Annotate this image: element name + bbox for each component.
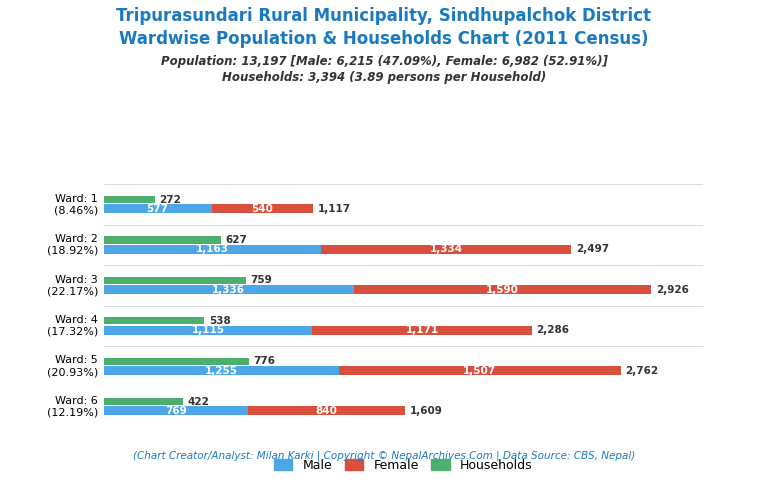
Text: 627: 627 — [226, 235, 247, 245]
Text: 1,336: 1,336 — [212, 284, 245, 295]
Text: 1,163: 1,163 — [196, 245, 229, 254]
Bar — [104, 326, 313, 335]
Text: 776: 776 — [253, 356, 276, 366]
Legend: Male, Female, Households: Male, Female, Households — [269, 454, 538, 477]
Bar — [104, 398, 183, 405]
Text: 1,171: 1,171 — [406, 325, 439, 335]
Text: 1,115: 1,115 — [191, 325, 224, 335]
Bar — [321, 245, 571, 254]
Text: 1,507: 1,507 — [463, 365, 496, 376]
Text: 1,117: 1,117 — [317, 204, 350, 214]
Text: 1,255: 1,255 — [204, 365, 237, 376]
Bar — [104, 236, 221, 244]
Bar — [104, 205, 212, 213]
Text: 840: 840 — [316, 406, 337, 416]
Text: 422: 422 — [187, 397, 209, 407]
Text: (Chart Creator/Analyst: Milan Karki | Copyright © NepalArchives.Com | Data Sourc: (Chart Creator/Analyst: Milan Karki | Co… — [133, 451, 635, 461]
Text: Population: 13,197 [Male: 6,215 (47.09%), Female: 6,982 (52.91%)]: Population: 13,197 [Male: 6,215 (47.09%)… — [161, 55, 607, 68]
Bar — [104, 407, 247, 416]
Bar — [104, 277, 246, 284]
Bar — [104, 317, 204, 324]
Bar — [104, 366, 339, 375]
Text: 1,334: 1,334 — [429, 245, 463, 254]
Bar — [212, 205, 313, 213]
Bar — [247, 407, 405, 416]
Bar — [104, 285, 354, 294]
Text: 2,762: 2,762 — [625, 365, 658, 376]
Text: Households: 3,394 (3.89 persons per Household): Households: 3,394 (3.89 persons per Hous… — [222, 71, 546, 84]
Text: 2,497: 2,497 — [576, 245, 609, 254]
Bar — [104, 196, 154, 203]
Text: 2,286: 2,286 — [536, 325, 569, 335]
Text: 2,926: 2,926 — [656, 284, 689, 295]
Text: 577: 577 — [147, 204, 169, 214]
Text: 538: 538 — [209, 316, 231, 326]
Bar — [104, 245, 321, 254]
Text: 769: 769 — [165, 406, 187, 416]
Text: 759: 759 — [250, 276, 272, 285]
Bar — [313, 326, 531, 335]
Text: 272: 272 — [159, 195, 181, 205]
Text: Wardwise Population & Households Chart (2011 Census): Wardwise Population & Households Chart (… — [119, 30, 649, 48]
Text: Tripurasundari Rural Municipality, Sindhupalchok District: Tripurasundari Rural Municipality, Sindh… — [117, 7, 651, 26]
Text: 540: 540 — [251, 204, 273, 214]
Bar — [339, 366, 621, 375]
Bar — [354, 285, 651, 294]
Text: 1,609: 1,609 — [409, 406, 442, 416]
Bar — [104, 357, 249, 365]
Text: 1,590: 1,590 — [486, 284, 519, 295]
